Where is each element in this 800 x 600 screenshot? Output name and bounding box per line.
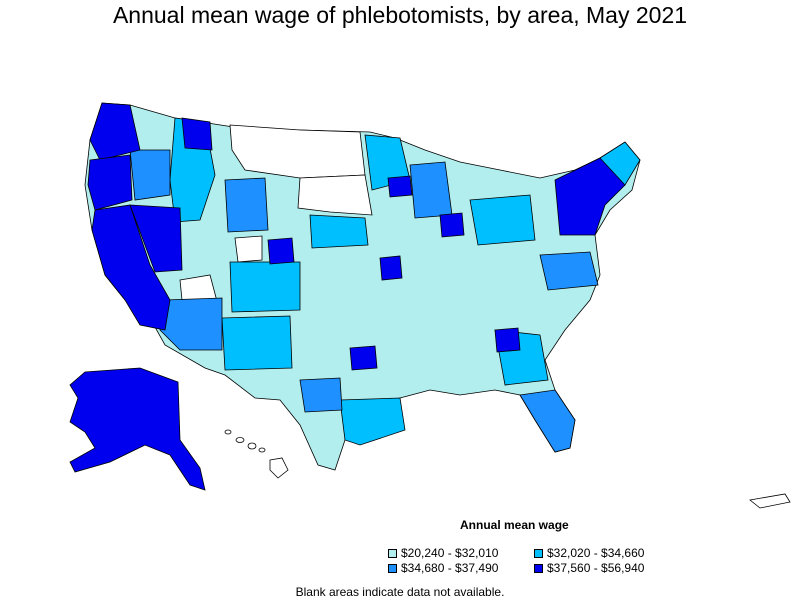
legend-item-3: $34,680 - $37,490 xyxy=(388,561,498,575)
region-new-mexico xyxy=(221,315,293,371)
legend-swatch-2 xyxy=(534,548,543,558)
alaska xyxy=(69,367,206,491)
no-data-note: Blank areas indicate data not available. xyxy=(295,585,505,599)
region-kansas-city xyxy=(379,255,403,281)
region-wyoming-nodata xyxy=(234,235,263,263)
region-chicago xyxy=(439,212,465,238)
region-gulf-coast xyxy=(339,397,406,446)
legend-swatch-4 xyxy=(534,563,543,573)
legend-label-4: $37,560 - $56,940 xyxy=(547,561,645,575)
tier4-regions xyxy=(87,102,626,371)
legend-item-1: $20,240 - $32,010 xyxy=(388,546,498,560)
region-dallas xyxy=(349,345,378,371)
legend-swatch-1 xyxy=(388,548,397,558)
region-washington-west xyxy=(89,102,141,161)
region-nevada xyxy=(129,204,183,273)
region-montana-nodata xyxy=(229,124,366,179)
region-northern-idaho xyxy=(181,117,213,151)
region-denver xyxy=(267,237,295,265)
legend-title: Annual mean wage xyxy=(460,518,569,532)
legend-label-3: $34,680 - $37,490 xyxy=(401,561,499,575)
map-title: Annual mean wage of phlebotomists, by ar… xyxy=(112,2,688,28)
region-oregon-coast xyxy=(87,154,133,211)
region-dakotas-nodata xyxy=(297,174,373,216)
region-wyoming-west xyxy=(224,177,269,233)
region-atlanta xyxy=(494,327,521,353)
tier3-regions xyxy=(129,149,599,453)
region-florida xyxy=(519,389,576,453)
region-nebraska-east xyxy=(309,214,369,249)
region-northeast xyxy=(554,157,626,236)
legend-item-2: $32,020 - $34,660 xyxy=(534,546,644,560)
region-texas-central xyxy=(299,377,343,413)
legend-label-2: $32,020 - $34,660 xyxy=(547,546,645,560)
region-california xyxy=(91,204,171,331)
region-ohio-valley xyxy=(469,194,536,246)
region-minneapolis xyxy=(387,175,413,198)
hawaii xyxy=(224,429,289,479)
no-data-regions xyxy=(179,124,373,346)
legend-label-1: $20,240 - $32,010 xyxy=(401,546,499,560)
region-wisconsin xyxy=(409,161,453,219)
tier2-regions xyxy=(169,117,641,446)
legend-swatch-3 xyxy=(388,563,397,573)
region-virginia xyxy=(539,251,599,291)
legend-item-4: $37,560 - $56,940 xyxy=(534,561,644,575)
region-colorado xyxy=(229,261,301,313)
puerto-rico xyxy=(749,493,791,509)
region-oregon-east xyxy=(129,149,171,201)
